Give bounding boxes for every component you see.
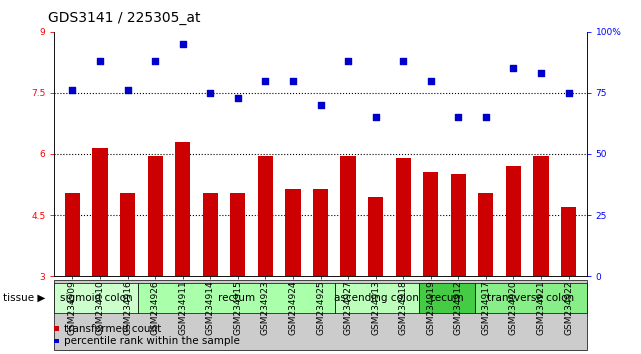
Bar [230,193,246,354]
Bar [175,142,190,354]
Point [563,90,574,96]
Point [508,66,519,72]
Text: rectum: rectum [218,293,255,303]
Point [398,58,408,64]
Point [343,58,353,64]
Bar [368,197,383,354]
Bar [561,207,576,354]
Bar [138,283,335,313]
Point [370,115,381,120]
Bar [506,166,521,354]
Bar [54,283,138,313]
Bar [423,172,438,354]
Bar [419,283,474,313]
Bar [313,189,328,354]
Bar [258,156,273,354]
Bar [335,283,419,313]
Bar [340,156,356,354]
Point [122,88,133,93]
Point [150,58,160,64]
Bar [65,193,80,354]
Bar [533,156,549,354]
Point [260,78,271,84]
Text: ascending colon: ascending colon [334,293,419,303]
Text: transformed count: transformed count [64,324,162,334]
Bar [120,193,135,354]
Point [95,58,105,64]
Text: transverse colon: transverse colon [487,293,574,303]
Point [288,78,298,84]
Text: tissue ▶: tissue ▶ [3,293,46,303]
Bar [92,148,108,354]
Text: cecum: cecum [429,293,464,303]
Point [67,88,78,93]
Point [426,78,436,84]
Bar [285,189,301,354]
Bar [451,175,466,354]
Point [536,70,546,76]
Point [453,115,463,120]
Bar [203,193,218,354]
Point [481,115,491,120]
Point [205,90,215,96]
Bar [474,283,587,313]
Bar [478,193,494,354]
Text: GDS3141 / 225305_at: GDS3141 / 225305_at [48,11,201,25]
Bar [147,156,163,354]
Point [233,95,243,101]
Text: percentile rank within the sample: percentile rank within the sample [64,336,240,346]
Point [315,102,326,108]
Text: sigmoid colon: sigmoid colon [60,293,133,303]
Bar [395,158,411,354]
Point [178,41,188,47]
